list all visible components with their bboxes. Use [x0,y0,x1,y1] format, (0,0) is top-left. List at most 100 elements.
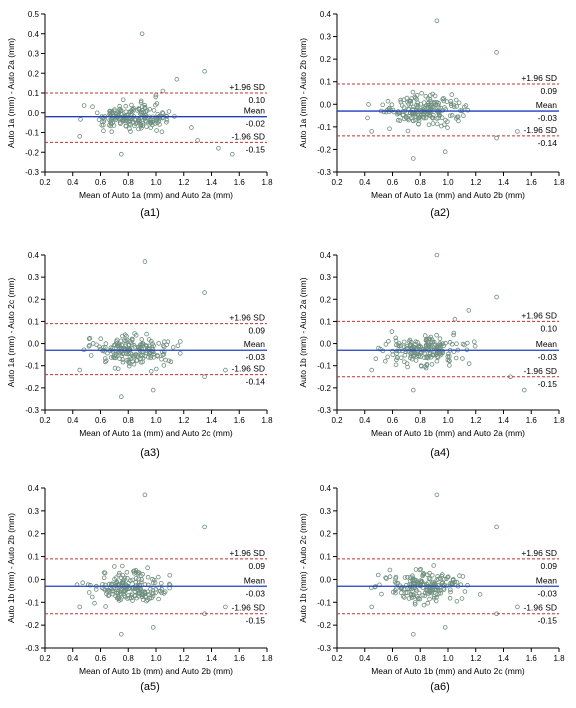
y-tick-label: 0.1 [320,317,332,326]
data-point [421,100,427,105]
data-point [440,108,445,113]
data-point [410,156,416,161]
data-point [421,105,427,110]
x-tick-label: 0.4 [67,654,79,663]
data-point [447,339,453,345]
y-axis-label: Auto 1b (mm) - Auto 2b (mm) [6,513,16,623]
data-point [90,594,95,600]
data-point [86,590,92,595]
data-point [448,589,453,595]
data-point [426,103,432,108]
data-point [154,117,160,123]
data-point [454,598,460,604]
data-point [103,604,108,609]
data-point [434,354,440,359]
data-point [103,341,109,346]
panel-caption: (a2) [430,207,450,219]
data-point [466,308,472,313]
data-point [425,572,430,577]
panel-caption: (a1) [140,207,160,219]
x-tick-label: 1.2 [470,416,482,425]
x-tick-label: 1.8 [553,654,565,663]
data-point [430,115,436,121]
x-tick-label: 0.2 [39,654,51,663]
panel-caption: (a4) [430,447,450,459]
data-point [391,109,397,115]
y-tick-label: 0.4 [28,30,40,39]
data-point [427,576,433,582]
data-point [132,331,137,336]
y-tick-label: -0.2 [25,384,39,393]
data-point [379,591,384,597]
data-point [494,135,499,141]
lower-limit-label: -1.96 SD [231,131,265,141]
mean-value: -0.03 [538,113,558,123]
data-point [136,126,141,132]
data-point [414,588,419,593]
data-point [423,115,429,121]
data-point [440,349,446,354]
data-point [413,346,419,352]
data-point [429,108,435,113]
mean-value: -0.02 [246,119,266,129]
data-point [141,110,146,115]
data-point [138,100,144,105]
data-point [425,96,431,101]
data-point [116,595,122,601]
x-axis-label: Mean of Auto 1b (mm) and Auto 2a (mm) [371,428,525,438]
data-point [384,107,390,113]
mean-value: -0.03 [538,588,558,598]
y-tick-label: 0.3 [320,507,332,516]
data-point [139,594,145,599]
data-point [448,587,453,592]
y-tick-label: 0.4 [320,10,332,19]
data-point [119,151,124,157]
data-point [138,344,143,350]
x-tick-label: 1.0 [442,416,454,425]
data-point [454,579,460,585]
data-point [369,367,375,373]
data-point [161,590,167,596]
data-point [147,107,153,112]
data-point [403,590,409,596]
data-point [451,104,457,110]
data-point [175,343,181,349]
data-point [94,110,100,116]
data-point [417,596,423,602]
data-point [448,101,454,107]
data-point [426,122,432,128]
data-point [115,343,120,349]
data-point [156,341,162,346]
data-point [448,103,454,108]
data-point [395,580,401,586]
data-point [140,341,145,346]
data-point [92,600,97,606]
data-point [123,109,129,114]
y-axis-label: Auto 1b (mm) - Auto 2a (mm) [298,277,308,387]
x-tick-label: 0.8 [415,654,427,663]
mean-label: Mean [244,106,266,116]
x-tick-label: 1.8 [261,654,273,663]
data-point [154,366,159,372]
y-tick-label: -0.3 [25,168,39,177]
data-point [413,579,419,585]
data-point [430,339,436,345]
data-point [421,570,426,576]
data-point [161,363,167,368]
data-point [515,604,520,610]
x-tick-label: 1.0 [150,178,162,187]
upper-limit-label: +1.96 SD [229,548,265,558]
data-point [416,344,422,350]
data-point [160,110,165,115]
x-tick-label: 0.8 [123,178,135,187]
data-point [170,345,176,350]
data-point [422,593,428,599]
data-point [398,355,404,361]
data-point [80,580,85,585]
data-point [167,572,173,578]
x-tick-label: 0.8 [123,654,135,663]
data-point [406,117,411,123]
data-point [202,374,207,380]
mean-label: Mean [536,100,558,110]
data-point [435,109,441,115]
